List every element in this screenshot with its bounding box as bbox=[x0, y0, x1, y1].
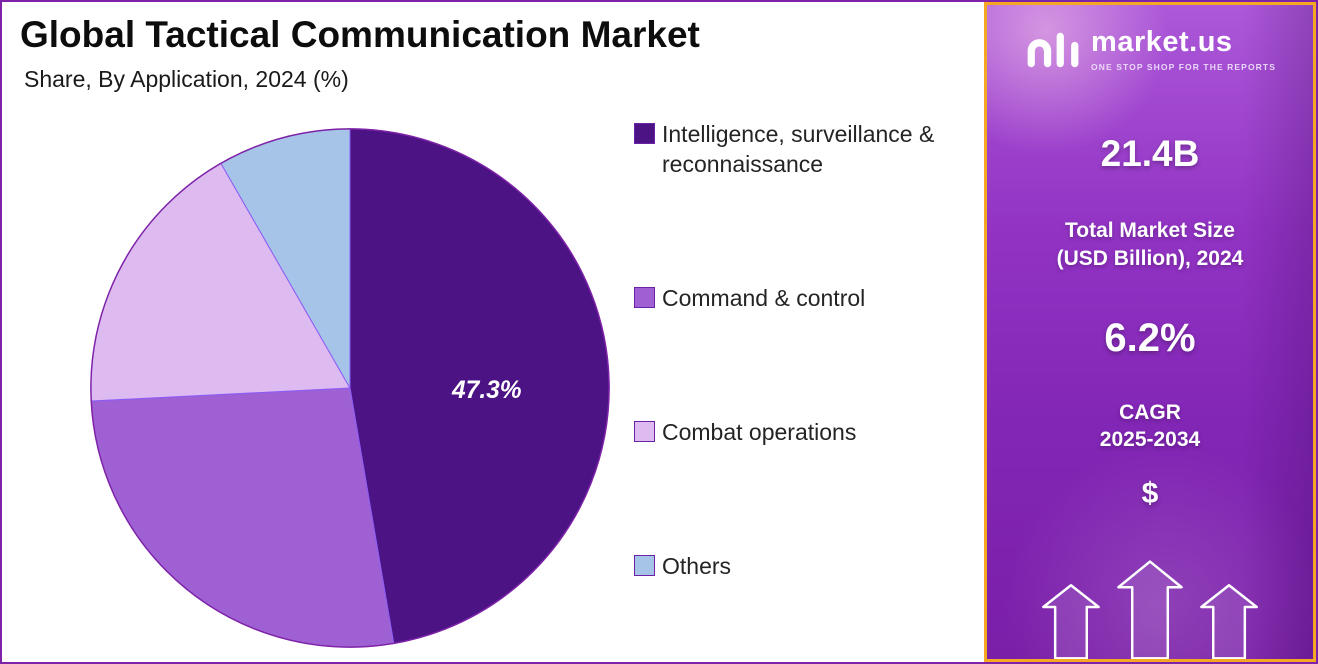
legend-label: Others bbox=[662, 553, 732, 580]
cagr-label: CAGR 2025-2034 bbox=[1100, 399, 1200, 454]
growth-arrow-center-icon bbox=[1117, 560, 1183, 659]
logo-text: market.us ONE STOP SHOP FOR THE REPORTS bbox=[1091, 26, 1276, 73]
legend-label: Intelligence, surveillance & reconnaissa… bbox=[662, 121, 935, 177]
marketus-logo: market.us ONE STOP SHOP FOR THE REPORTS bbox=[1024, 27, 1276, 73]
legend-swatch bbox=[634, 421, 655, 443]
legend-swatch bbox=[634, 123, 655, 144]
legend-item: Combat operations bbox=[634, 418, 979, 448]
dollar-icon: $ bbox=[1141, 477, 1159, 511]
market-size-value: 21.4B bbox=[1100, 133, 1200, 174]
market-size-label-line1: Total Market Size bbox=[1064, 219, 1235, 242]
cagr-label-line2: 2025-2034 bbox=[1099, 427, 1201, 451]
legend-label: Combat operations bbox=[662, 419, 857, 446]
page-subtitle: Share, By Application, 2024 (%) bbox=[24, 66, 349, 92]
market-size-label-line2: (USD Billion), 2024 bbox=[1056, 247, 1244, 271]
brand-name: market.us bbox=[1091, 26, 1233, 58]
page-title: Global Tactical Communication Market bbox=[20, 14, 700, 55]
growth-arrows-icon bbox=[1042, 560, 1258, 659]
pie-chart-svg: 47.3% bbox=[90, 128, 610, 648]
cagr-label-line1: CAGR bbox=[1119, 400, 1181, 424]
growth-arrow-left-icon bbox=[1042, 584, 1100, 659]
sidebar: market.us ONE STOP SHOP FOR THE REPORTS … bbox=[984, 2, 1316, 662]
legend-swatch bbox=[634, 555, 655, 577]
legend-label: Command & control bbox=[662, 284, 866, 311]
legend-item: Intelligence, surveillance & reconnaissa… bbox=[634, 120, 979, 180]
marketus-logo-icon bbox=[1027, 32, 1079, 68]
legend-item: Command & control bbox=[634, 284, 979, 314]
pie-chart: 47.3% bbox=[85, 122, 615, 654]
pie-outline bbox=[90, 128, 610, 648]
chart-legend: Intelligence, surveillance & reconnaissa… bbox=[634, 120, 979, 582]
pie-data-label: 47.3% bbox=[451, 377, 522, 404]
legend-item: Others bbox=[634, 552, 979, 582]
legend-swatch bbox=[634, 286, 655, 308]
market-size-label: Total Market Size (USD Billion), 2024 bbox=[1057, 217, 1244, 274]
brand-tagline: ONE STOP SHOP FOR THE REPORTS bbox=[1091, 62, 1276, 72]
growth-arrow-right-icon bbox=[1200, 584, 1258, 659]
pie-slice bbox=[90, 387, 395, 648]
chart-panel: Global Tactical Communication Market Sha… bbox=[2, 2, 984, 662]
cagr-value: 6.2% bbox=[1104, 315, 1196, 360]
